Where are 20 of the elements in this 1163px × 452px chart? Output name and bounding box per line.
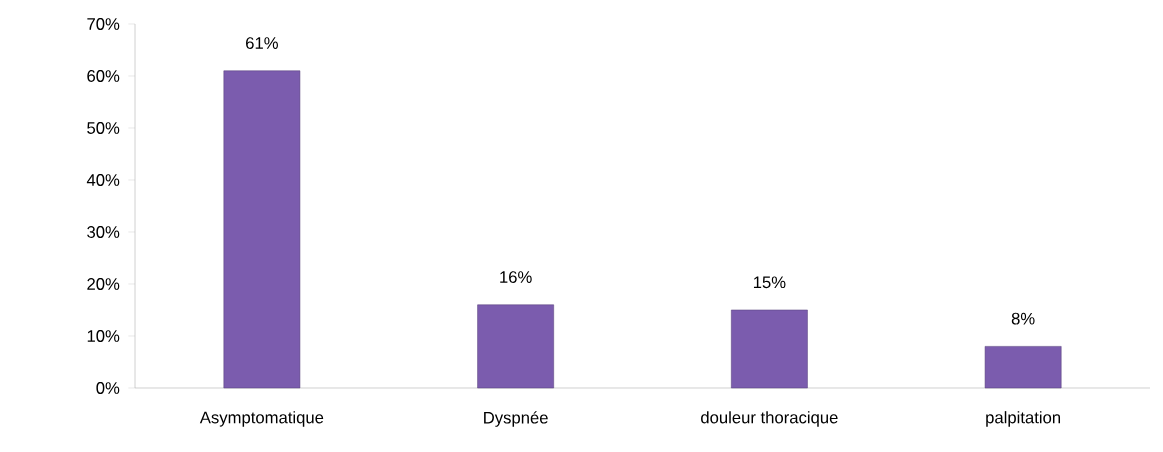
y-tick-label: 10% xyxy=(87,330,120,342)
data-label: 61% xyxy=(246,37,278,49)
y-tick-label: 0% xyxy=(96,382,120,394)
bar xyxy=(984,346,1062,389)
y-tick-label: 50% xyxy=(87,122,120,134)
data-label: 15% xyxy=(753,276,786,289)
data-label: 8% xyxy=(1011,312,1035,325)
x-tick-label: Asymptomatique xyxy=(199,411,324,427)
y-tick-label: 40% xyxy=(86,174,120,186)
y-tick-label: 20% xyxy=(87,278,120,290)
bar xyxy=(223,70,301,389)
y-tick-label: 70% xyxy=(87,18,120,30)
data-label: 16% xyxy=(500,271,532,283)
bar xyxy=(477,304,554,389)
bar xyxy=(731,309,808,389)
y-tick-label: 60% xyxy=(87,70,120,82)
x-tick-label: douleur thoracique xyxy=(701,411,838,427)
x-tick-label: Dyspnée xyxy=(484,411,548,427)
x-tick-label: palpitation xyxy=(986,411,1061,427)
y-tick-label: 30% xyxy=(87,226,120,238)
